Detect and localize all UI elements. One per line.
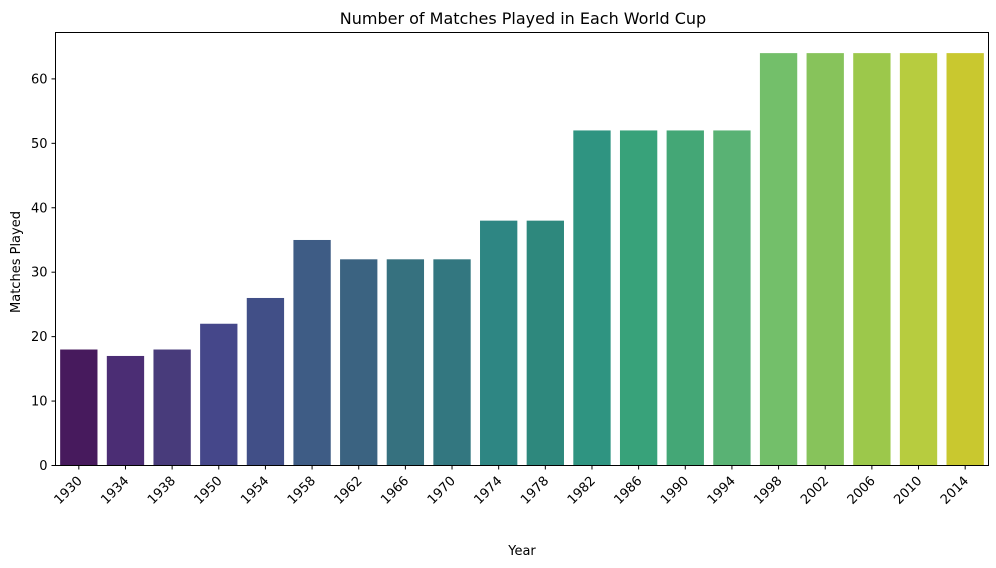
y-tick-label: 0 [39,459,47,474]
y-tick-label: 20 [31,330,48,345]
y-tick-label: 30 [31,266,48,281]
bar-1938 [153,349,191,466]
y-axis: 0 10 20 30 40 50 60 [31,72,56,474]
bar-1950 [200,323,238,466]
bar-1966 [386,259,425,466]
bar-1998 [759,53,798,466]
bar-1970 [433,259,471,466]
bar-1978 [526,220,564,466]
x-tick-label: 1990 [658,474,692,508]
x-tick-label: 1958 [285,474,319,508]
x-tick-label: 1982 [565,474,599,508]
x-tick-label: 1966 [378,474,412,508]
bar-1986 [619,130,658,466]
x-tick-label: 1934 [98,474,132,508]
y-tick-label: 50 [31,137,48,152]
x-tick-label: 1930 [52,474,86,508]
y-axis-label: Matches Played [9,211,24,313]
x-tick-label: 2010 [891,474,925,508]
bars-group [60,53,984,466]
x-tick-label: 1978 [518,474,552,508]
x-tick-label: 1974 [471,474,505,508]
bar-1982 [573,130,611,466]
x-tick-label: 1986 [611,474,645,508]
y-tick-label: 60 [31,72,48,87]
x-tick-label: 1950 [192,474,226,508]
x-tick-label: 1994 [705,474,739,508]
x-axis: 1930 1934 1938 1950 1954 1958 1962 1966 1970 1974… [52,465,972,508]
bar-1934 [106,355,145,466]
bar-2002 [806,53,844,466]
bar-1974 [480,220,518,466]
x-tick-label: 2014 [938,474,972,508]
bar-1958 [293,239,331,466]
bar-1994 [713,130,751,466]
bar-1990 [666,130,704,466]
y-tick-label: 40 [31,201,48,216]
bar-2006 [853,53,891,466]
chart-title: Number of Matches Played in Each World C… [340,9,706,28]
bar-1930 [60,349,98,466]
x-tick-label: 1938 [145,474,179,508]
plot-frame [55,32,989,466]
bar-1962 [340,259,378,466]
bar-2014 [946,53,984,466]
x-tick-label: 1954 [238,474,272,508]
y-tick-label: 10 [31,395,48,410]
x-tick-label: 2002 [798,474,832,508]
x-axis-label: Year [507,544,536,559]
x-tick-label: 2006 [845,474,879,508]
bar-2010 [899,53,938,466]
x-tick-label: 1998 [751,474,785,508]
x-tick-label: 1970 [425,474,459,508]
x-tick-label: 1962 [332,474,366,508]
bar-1954 [246,297,285,466]
